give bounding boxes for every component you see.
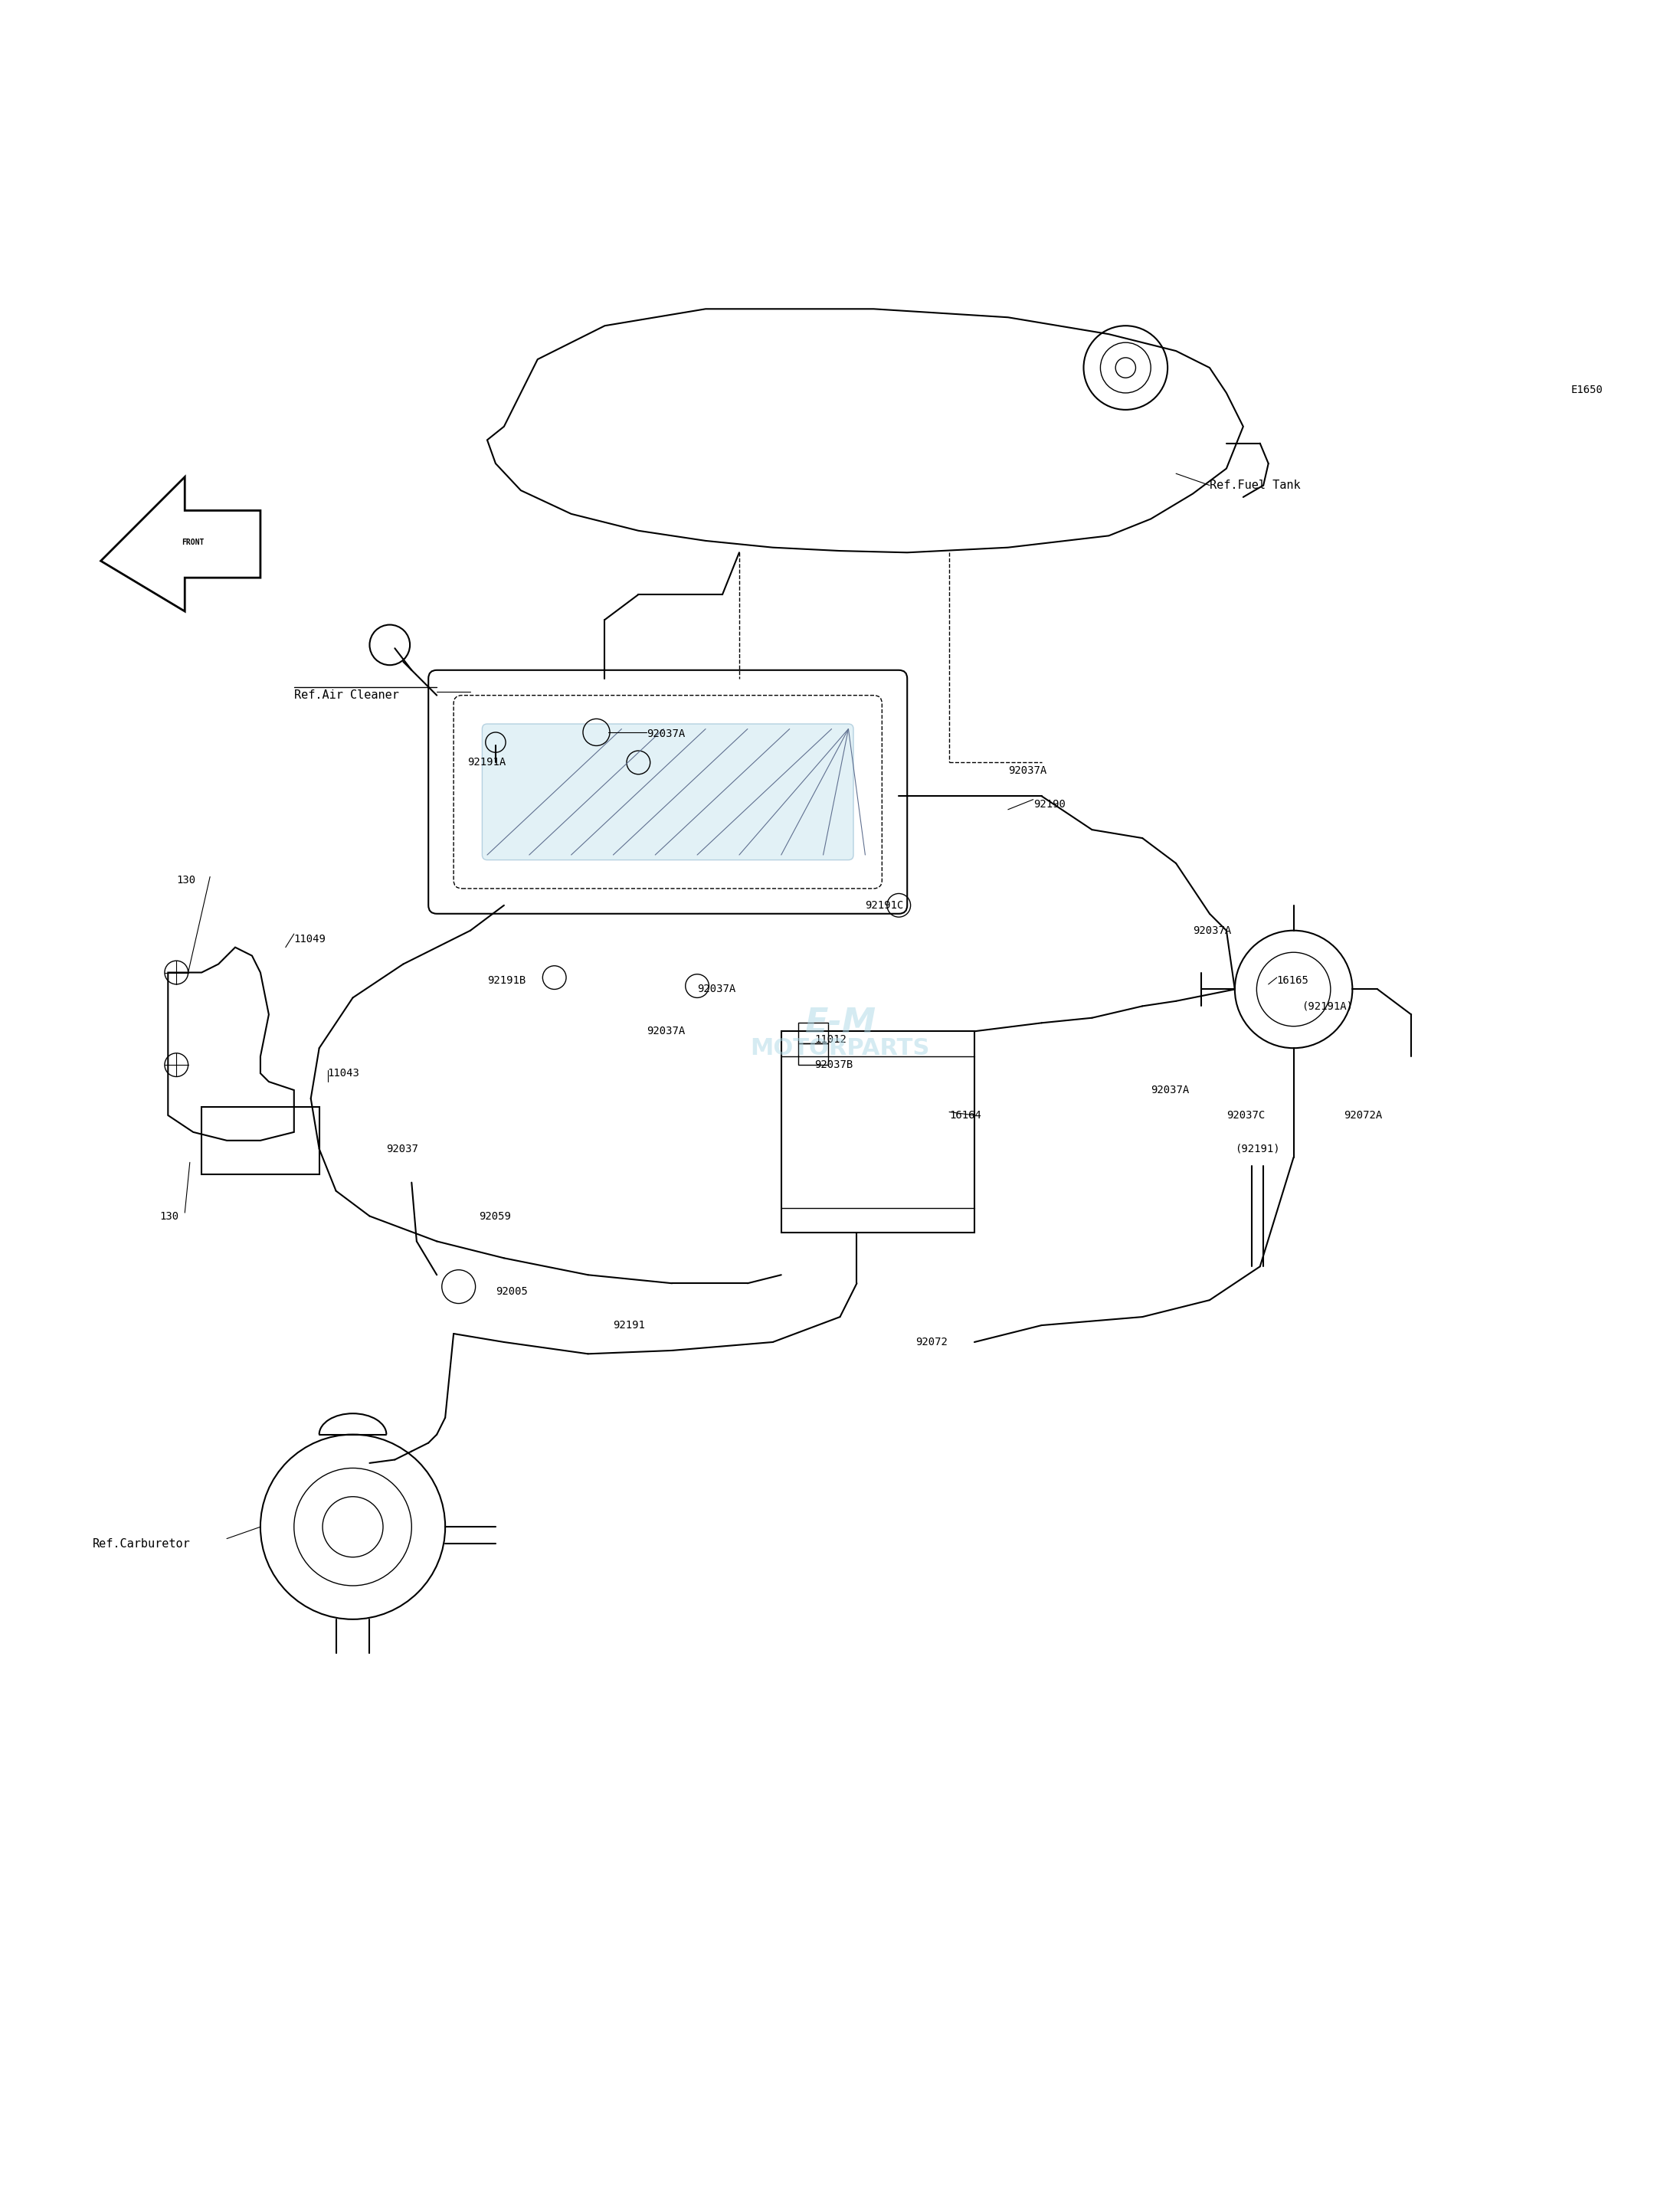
Text: 92191B: 92191B — [487, 975, 526, 986]
Text: 92072: 92072 — [916, 1336, 948, 1347]
Circle shape — [370, 624, 410, 666]
Text: (92191): (92191) — [1235, 1142, 1280, 1153]
Text: 130: 130 — [160, 1211, 178, 1222]
Text: E-M: E-M — [805, 1006, 875, 1039]
Text: 11043: 11043 — [328, 1068, 360, 1079]
Text: 11049: 11049 — [294, 934, 326, 945]
Text: 92037A: 92037A — [697, 984, 736, 995]
Text: Ref.Carburetor: Ref.Carburetor — [92, 1538, 190, 1549]
Text: 92037B: 92037B — [815, 1059, 853, 1070]
Text: 92037A: 92037A — [647, 729, 685, 740]
Bar — [798, 1044, 828, 1066]
Text: 92037A: 92037A — [1193, 925, 1231, 936]
Text: 92191C: 92191C — [865, 901, 904, 912]
Text: 92072A: 92072A — [1344, 1109, 1383, 1120]
Text: 92191A: 92191A — [467, 758, 506, 769]
Text: 92037A: 92037A — [1008, 765, 1047, 776]
Text: FRONT: FRONT — [181, 538, 203, 547]
Bar — [798, 1024, 828, 1044]
Text: 16165: 16165 — [1277, 975, 1309, 986]
Bar — [202, 1107, 319, 1173]
Text: E1650: E1650 — [1571, 384, 1603, 395]
Bar — [781, 1030, 974, 1233]
Text: 130: 130 — [176, 874, 195, 885]
Text: Ref.Fuel Tank: Ref.Fuel Tank — [1210, 479, 1300, 492]
Text: 92005: 92005 — [496, 1285, 528, 1296]
Text: 92191: 92191 — [613, 1320, 645, 1331]
Text: Ref.Air Cleaner: Ref.Air Cleaner — [294, 690, 398, 701]
Text: 92190: 92190 — [1033, 800, 1065, 811]
FancyBboxPatch shape — [482, 723, 853, 859]
Text: 16164: 16164 — [949, 1109, 981, 1120]
Text: 11012: 11012 — [815, 1035, 847, 1046]
Text: 92037A: 92037A — [1151, 1085, 1189, 1096]
Text: 92059: 92059 — [479, 1211, 511, 1222]
Text: (92191A): (92191A) — [1302, 1002, 1354, 1011]
Text: 92037C: 92037C — [1226, 1109, 1265, 1120]
Text: 92037: 92037 — [386, 1142, 418, 1153]
Text: 92037A: 92037A — [647, 1026, 685, 1037]
Text: MOTORPARTS: MOTORPARTS — [751, 1037, 929, 1059]
